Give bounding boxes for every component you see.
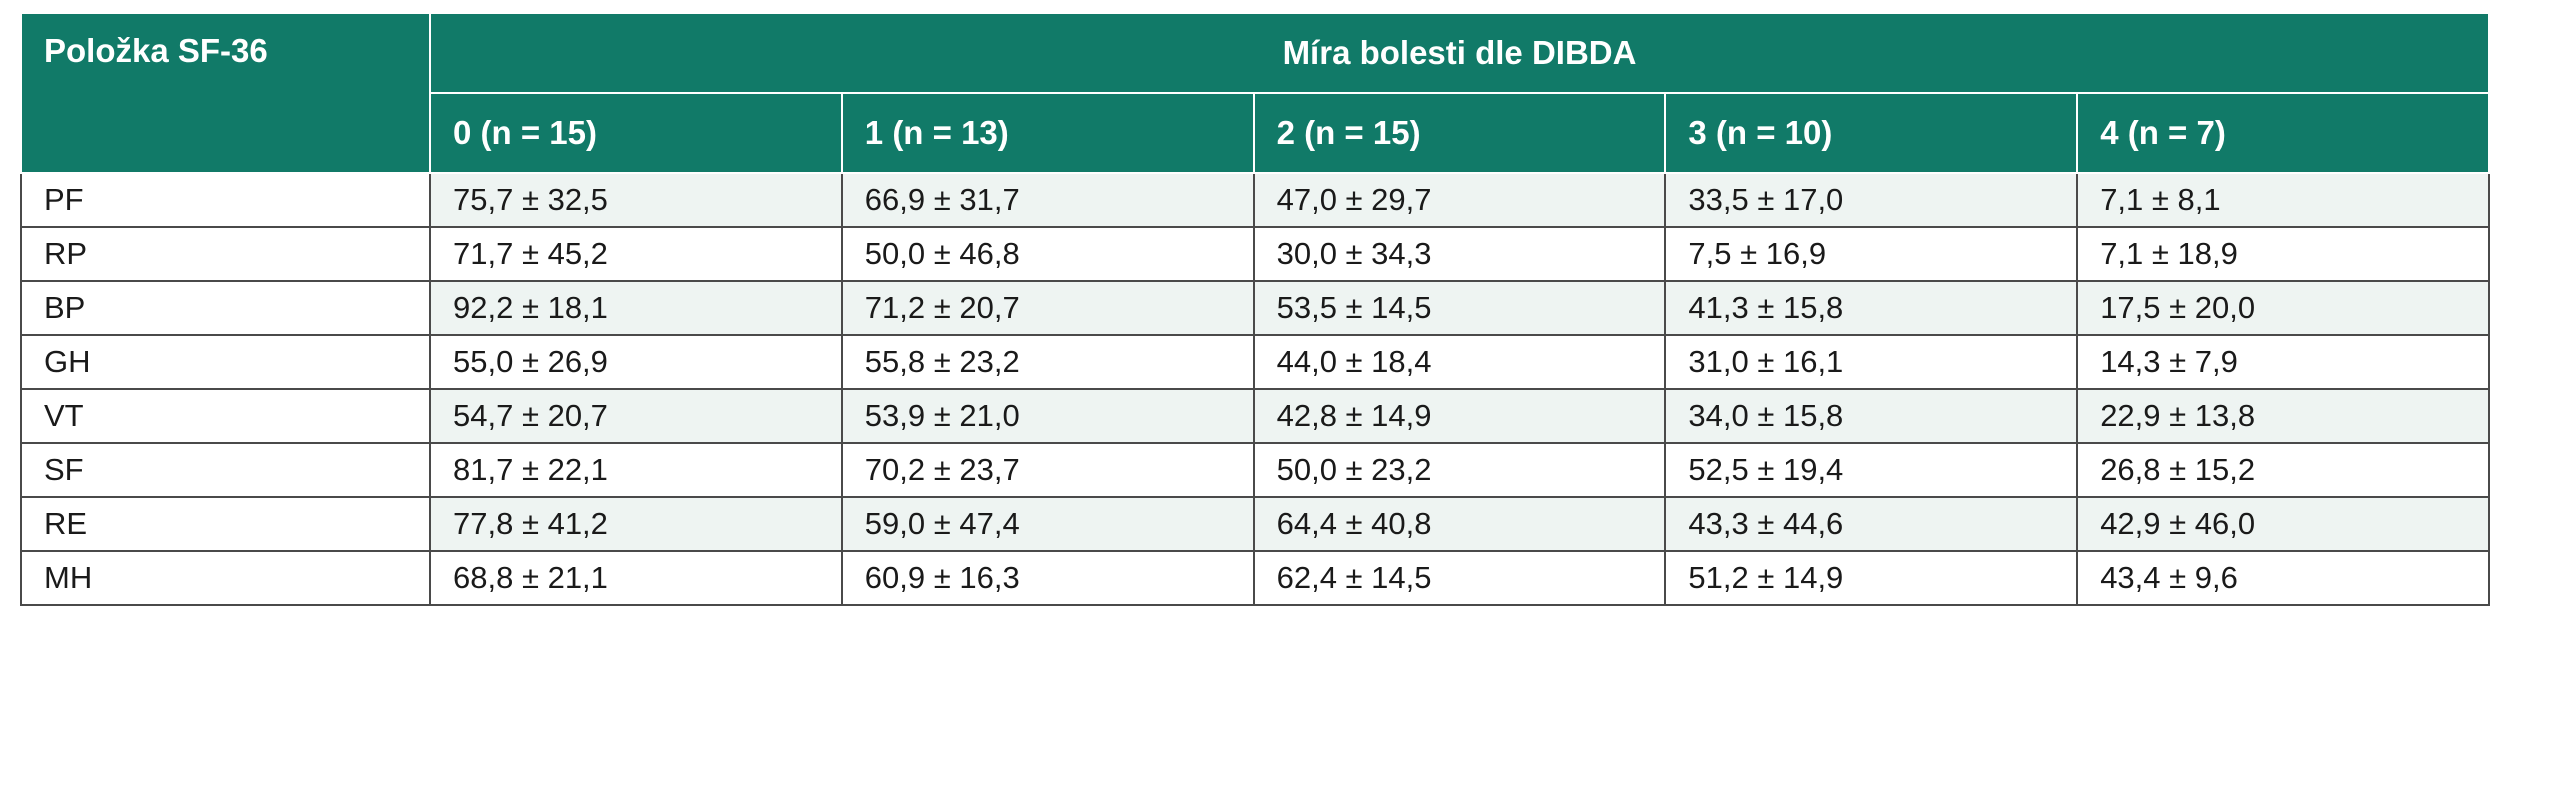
header-row-columns: 0 (n = 15) 1 (n = 13) 2 (n = 15) 3 (n = …: [21, 92, 2491, 174]
row-label: GH: [20, 334, 431, 390]
table-cell: 50,0 ± 46,8: [840, 226, 1255, 282]
table-cell: 60,9 ± 16,3: [840, 550, 1255, 606]
table-cell: 22,9 ± 13,8: [2076, 388, 2491, 444]
table-row-gh: GH 55,0 ± 26,9 55,8 ± 23,2 44,0 ± 18,4 3…: [20, 334, 2491, 390]
table-cell: 81,7 ± 22,1: [429, 442, 843, 498]
row-label: RE: [20, 496, 431, 552]
table-cell: 50,0 ± 23,2: [1252, 442, 1667, 498]
table-cell: 7,1 ± 18,9: [2076, 226, 2491, 282]
table-cell: 59,0 ± 47,4: [840, 496, 1255, 552]
table-cell: 44,0 ± 18,4: [1252, 334, 1667, 390]
table-row-bp: BP 92,2 ± 18,1 71,2 ± 20,7 53,5 ± 14,5 4…: [20, 280, 2491, 336]
table-cell: 41,3 ± 15,8: [1664, 280, 2079, 336]
table-cell: 17,5 ± 20,0: [2076, 280, 2491, 336]
table-cell: 47,0 ± 29,7: [1252, 172, 1667, 228]
table-row-rp: RP 71,7 ± 45,2 50,0 ± 46,8 30,0 ± 34,3 7…: [20, 226, 2491, 282]
table-cell: 26,8 ± 15,2: [2076, 442, 2491, 498]
table-cell: 51,2 ± 14,9: [1664, 550, 2079, 606]
table-cell: 92,2 ± 18,1: [429, 280, 843, 336]
table-cell: 34,0 ± 15,8: [1664, 388, 2079, 444]
table-cell: 30,0 ± 34,3: [1252, 226, 1667, 282]
item-column-header: Položka SF-36: [20, 12, 431, 174]
table-row-vt: VT 54,7 ± 20,7 53,9 ± 21,0 42,8 ± 14,9 3…: [20, 388, 2491, 444]
table-row-sf: SF 81,7 ± 22,1 70,2 ± 23,7 50,0 ± 23,2 5…: [20, 442, 2491, 498]
table-cell: 53,5 ± 14,5: [1252, 280, 1667, 336]
table-cell: 77,8 ± 41,2: [429, 496, 843, 552]
table-cell: 62,4 ± 14,5: [1252, 550, 1667, 606]
row-label: PF: [20, 172, 431, 228]
row-label: RP: [20, 226, 431, 282]
column-header-2: 2 (n = 15): [1252, 92, 1667, 174]
table-row-mh: MH 68,8 ± 21,1 60,9 ± 16,3 62,4 ± 14,5 5…: [20, 550, 2491, 606]
table-cell: 43,4 ± 9,6: [2076, 550, 2491, 606]
column-header-4: 4 (n = 7): [2076, 92, 2491, 174]
table-cell: 66,9 ± 31,7: [840, 172, 1255, 228]
table-cell: 42,8 ± 14,9: [1252, 388, 1667, 444]
table-cell: 31,0 ± 16,1: [1664, 334, 2079, 390]
table-cell: 64,4 ± 40,8: [1252, 496, 1667, 552]
row-label: BP: [20, 280, 431, 336]
table-cell: 71,2 ± 20,7: [840, 280, 1255, 336]
row-label: VT: [20, 388, 431, 444]
sf36-pain-table: Položka SF-36 Míra bolesti dle DIBDA 0 (…: [20, 12, 2491, 606]
table-cell: 55,8 ± 23,2: [840, 334, 1255, 390]
table-cell: 42,9 ± 46,0: [2076, 496, 2491, 552]
table-cell: 53,9 ± 21,0: [840, 388, 1255, 444]
column-header-0: 0 (n = 15): [429, 92, 843, 174]
table-cell: 75,7 ± 32,5: [429, 172, 843, 228]
row-label: MH: [20, 550, 431, 606]
header-row-group: Položka SF-36 Míra bolesti dle DIBDA: [20, 12, 2491, 174]
table-row-re: RE 77,8 ± 41,2 59,0 ± 47,4 64,4 ± 40,8 4…: [20, 496, 2491, 552]
table-cell: 7,1 ± 8,1: [2076, 172, 2491, 228]
pain-group-header: Míra bolesti dle DIBDA: [428, 12, 2491, 94]
table-cell: 70,2 ± 23,7: [840, 442, 1255, 498]
table-cell: 71,7 ± 45,2: [429, 226, 843, 282]
table-cell: 52,5 ± 19,4: [1664, 442, 2079, 498]
table-cell: 14,3 ± 7,9: [2076, 334, 2491, 390]
table-body: PF 75,7 ± 32,5 66,9 ± 31,7 47,0 ± 29,7 3…: [20, 172, 2491, 606]
table-cell: 54,7 ± 20,7: [429, 388, 843, 444]
table-cell: 43,3 ± 44,6: [1664, 496, 2079, 552]
table-cell: 7,5 ± 16,9: [1664, 226, 2079, 282]
row-label: SF: [20, 442, 431, 498]
table-row-pf: PF 75,7 ± 32,5 66,9 ± 31,7 47,0 ± 29,7 3…: [20, 172, 2491, 228]
column-header-3: 3 (n = 10): [1664, 92, 2079, 174]
table-cell: 33,5 ± 17,0: [1664, 172, 2079, 228]
table-cell: 68,8 ± 21,1: [429, 550, 843, 606]
column-header-1: 1 (n = 13): [840, 92, 1255, 174]
results-table-container: Položka SF-36 Míra bolesti dle DIBDA 0 (…: [20, 12, 2491, 606]
table-cell: 55,0 ± 26,9: [429, 334, 843, 390]
